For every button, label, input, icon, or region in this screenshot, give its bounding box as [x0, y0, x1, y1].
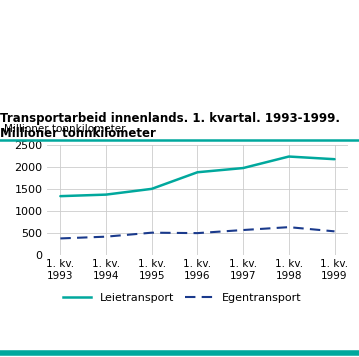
Text: Millioner tonnkilometer: Millioner tonnkilometer	[4, 124, 125, 134]
Legend: Leietransport, Egentransport: Leietransport, Egentransport	[59, 288, 306, 307]
Text: Transportarbeid innenlands. 1. kvartal. 1993-1999.
Millioner tonnkilometer: Transportarbeid innenlands. 1. kvartal. …	[0, 112, 340, 140]
